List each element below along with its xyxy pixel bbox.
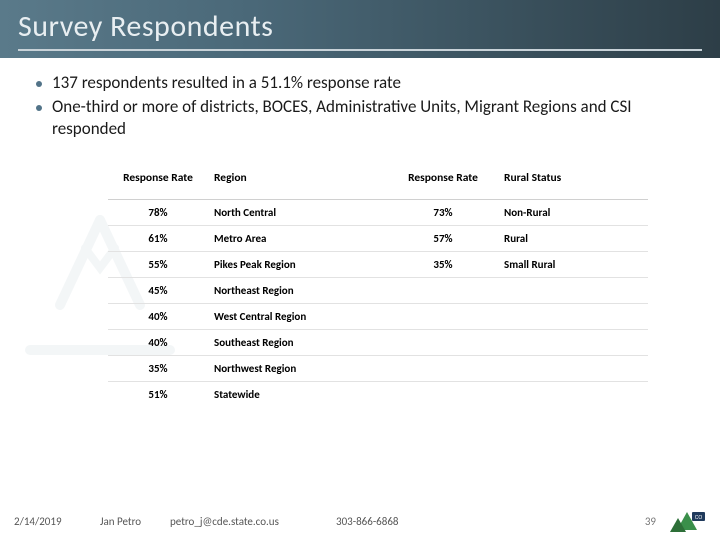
bullet-text: One-third or more of districts, BOCES, A… <box>52 96 684 140</box>
cell-rural <box>498 278 648 304</box>
cell-rural <box>498 304 648 330</box>
table-row: 35% Northwest Region <box>108 356 648 382</box>
table-row: 78% North Central 73% Non-Rural <box>108 200 648 226</box>
bullet-item: 137 respondents resulted in a 51.1% resp… <box>36 72 684 94</box>
table-header-row: Response Rate Region Response Rate Rural… <box>108 161 648 200</box>
cell-region: Pikes Peak Region <box>208 252 388 278</box>
cell-rate1: 45% <box>108 278 208 304</box>
footer-author: Jan Petro <box>100 515 160 528</box>
footer-email: petro_j@cde.state.co.us <box>170 515 330 528</box>
cell-rural: Small Rural <box>498 252 648 278</box>
cell-rate1: 35% <box>108 356 208 382</box>
cell-rate2 <box>388 278 498 304</box>
cell-region: Northwest Region <box>208 356 388 382</box>
cell-rate2 <box>388 330 498 356</box>
cell-region: Metro Area <box>208 226 388 252</box>
colorado-logo-icon: CO <box>668 508 706 534</box>
cell-rate2: 73% <box>388 200 498 226</box>
footer: 2/14/2019 Jan Petro petro_j@cde.state.co… <box>0 508 720 534</box>
table-row: 55% Pikes Peak Region 35% Small Rural <box>108 252 648 278</box>
bullet-icon <box>36 81 42 87</box>
response-table: Response Rate Region Response Rate Rural… <box>108 161 648 407</box>
cell-rate1: 55% <box>108 252 208 278</box>
cell-rural: Non-Rural <box>498 200 648 226</box>
cell-rural <box>498 382 648 408</box>
cell-rate2 <box>388 304 498 330</box>
cell-rural <box>498 356 648 382</box>
cell-rate1: 40% <box>108 304 208 330</box>
cell-region: Statewide <box>208 382 388 408</box>
table-row: 40% Southeast Region <box>108 330 648 356</box>
col-response-rate-2: Response Rate <box>388 161 498 200</box>
cell-rate2: 35% <box>388 252 498 278</box>
col-region: Region <box>208 161 388 200</box>
table-row: 51% Statewide <box>108 382 648 408</box>
cell-rural <box>498 330 648 356</box>
table-row: 61% Metro Area 57% Rural <box>108 226 648 252</box>
cell-rate2: 57% <box>388 226 498 252</box>
cell-rate2 <box>388 356 498 382</box>
col-rural-status: Rural Status <box>498 161 648 200</box>
content-area: 137 respondents resulted in a 51.1% resp… <box>0 58 720 407</box>
bullet-text: 137 respondents resulted in a 51.1% resp… <box>52 72 684 94</box>
bullet-item: One-third or more of districts, BOCES, A… <box>36 96 684 140</box>
cell-rate1: 51% <box>108 382 208 408</box>
title-bar: Survey Respondents <box>0 0 720 58</box>
cell-region: North Central <box>208 200 388 226</box>
footer-page: 39 <box>645 515 656 528</box>
col-response-rate-1: Response Rate <box>108 161 208 200</box>
table-row: 45% Northeast Region <box>108 278 648 304</box>
svg-text:CO: CO <box>695 515 703 521</box>
bullet-icon <box>36 105 42 111</box>
cell-region: West Central Region <box>208 304 388 330</box>
cell-rate1: 40% <box>108 330 208 356</box>
cell-rate2 <box>388 382 498 408</box>
cell-region: Northeast Region <box>208 278 388 304</box>
cell-region: Southeast Region <box>208 330 388 356</box>
title-underline <box>18 49 702 51</box>
table-row: 40% West Central Region <box>108 304 648 330</box>
footer-phone: 303-866-6868 <box>336 515 446 528</box>
cell-rate1: 61% <box>108 226 208 252</box>
bullet-list: 137 respondents resulted in a 51.1% resp… <box>36 72 684 139</box>
cell-rural: Rural <box>498 226 648 252</box>
footer-date: 2/14/2019 <box>14 515 94 528</box>
cell-rate1: 78% <box>108 200 208 226</box>
data-table-container: Response Rate Region Response Rate Rural… <box>108 161 648 407</box>
page-title: Survey Respondents <box>18 8 702 45</box>
